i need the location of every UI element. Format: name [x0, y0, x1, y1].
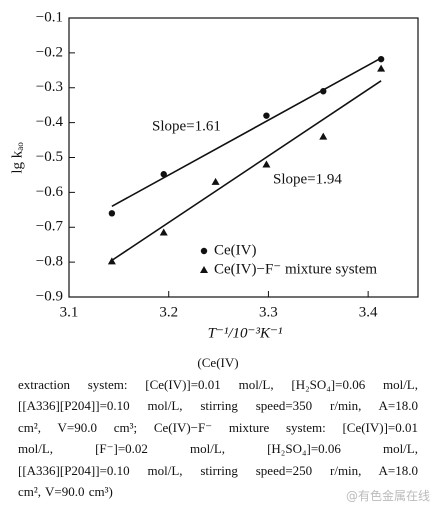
y-tick-label: −0.1 — [36, 9, 63, 25]
x-tick-label: 3.4 — [359, 304, 378, 320]
annotation: Slope=1.94 — [273, 171, 342, 187]
data-point — [377, 55, 385, 63]
x-tick-label: 3.1 — [60, 304, 79, 320]
caption-line: [[A336][P204]]=0.10 mol/L, stirring spee… — [18, 462, 418, 478]
caption-line: cm², V=90.0 cm³) — [18, 484, 113, 499]
y-axis-label: lg kₐₒ — [9, 142, 25, 174]
y-tick-label: −0.5 — [36, 149, 63, 165]
x-axis-label: T⁻¹/10⁻³K⁻¹ — [208, 325, 283, 341]
data-point — [262, 160, 271, 168]
y-tick-label: −0.4 — [36, 114, 64, 130]
data-point — [263, 112, 270, 119]
x-tick-label: 3.3 — [259, 304, 278, 320]
data-point — [320, 88, 327, 95]
y-tick-label: −0.2 — [36, 44, 63, 60]
data-point — [159, 228, 168, 236]
watermark: @有色金属在线 — [345, 489, 430, 503]
y-tick-label: −0.8 — [36, 254, 63, 270]
data-point — [107, 257, 116, 265]
legend-label: Ce(IV) — [214, 242, 256, 258]
legend-label: Ce(IV)−F⁻ mixture system — [214, 261, 377, 277]
fit-line — [111, 80, 382, 262]
caption-heading: (Ce(IV) — [197, 355, 239, 370]
caption-line: mol/L, [F⁻]=0.02 mol/L, [H₂SO₄]=0.06 mol… — [18, 441, 418, 456]
fit-line — [111, 57, 382, 208]
caption-line: extraction system: [Ce(IV)]=0.01 mol/L, … — [18, 376, 418, 392]
annotation: Slope=1.61 — [152, 118, 221, 134]
caption-line: [[A336][P204]]=0.10 mol/L, stirring spee… — [18, 398, 418, 413]
legend-marker — [200, 266, 208, 273]
y-tick-label: −0.6 — [36, 184, 64, 200]
caption-line: cm², V=90.0 cm³; Ce(IV)−F⁻ mixture syste… — [18, 419, 418, 435]
data-point — [211, 177, 220, 185]
y-tick-label: −0.3 — [36, 79, 63, 95]
data-point — [160, 171, 167, 178]
caption: (Ce(IV) extraction system: [Ce(IV)]=0.01… — [18, 352, 418, 503]
y-tick-label: −0.9 — [36, 288, 63, 304]
chart: T⁻¹/10⁻³K⁻¹ lg kₐₒ −0.1 −0.2 −0.3 −0.4 −0.5 −… — [9, 9, 419, 341]
data-point — [108, 210, 116, 217]
data-point — [377, 64, 386, 72]
legend-marker — [200, 247, 208, 255]
data-point — [319, 132, 328, 140]
y-tick-label: −0.7 — [36, 219, 64, 235]
x-tick-label: 3.2 — [159, 304, 178, 320]
